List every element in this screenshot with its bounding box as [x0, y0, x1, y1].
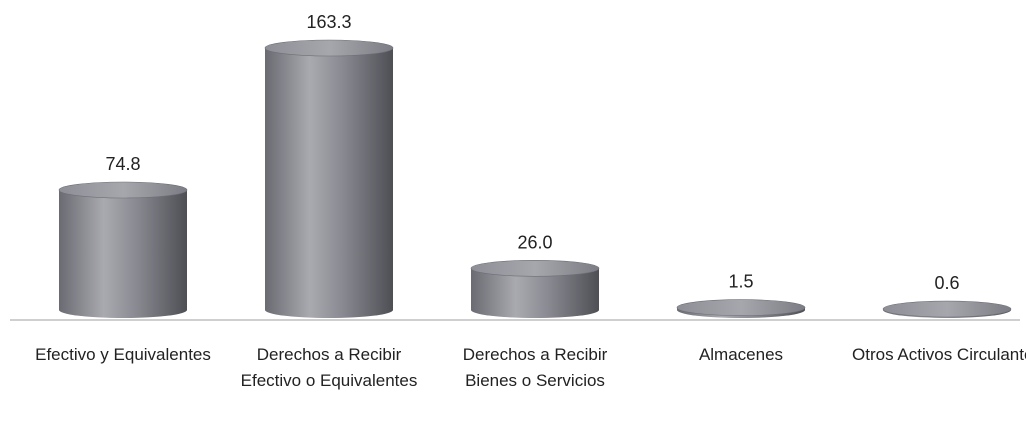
value-label: 1.5: [728, 272, 753, 292]
cylinder-top: [882, 300, 1012, 318]
category-label: Otros Activos Circulantes: [852, 345, 1026, 364]
value-label: 0.6: [934, 273, 959, 293]
category-label: Derechos a Recibir Efectivo o Equivalent…: [240, 345, 418, 390]
category-label: Efectivo y Equivalentes: [35, 345, 211, 364]
cylinder-body: [59, 189, 187, 310]
category-label: Almacenes: [698, 345, 784, 364]
cylinder-top: [470, 259, 600, 277]
cylinder-top: [676, 299, 806, 316]
value-label: 74.8: [105, 154, 140, 174]
cylinder-top: [58, 181, 188, 199]
value-label: 163.3: [306, 12, 351, 32]
category-label: Derechos a Recibir Bienes o Servicios: [462, 345, 608, 390]
cylinder-top: [264, 39, 394, 57]
value-label: 26.0: [517, 232, 552, 252]
cylinder-body: [265, 48, 393, 310]
